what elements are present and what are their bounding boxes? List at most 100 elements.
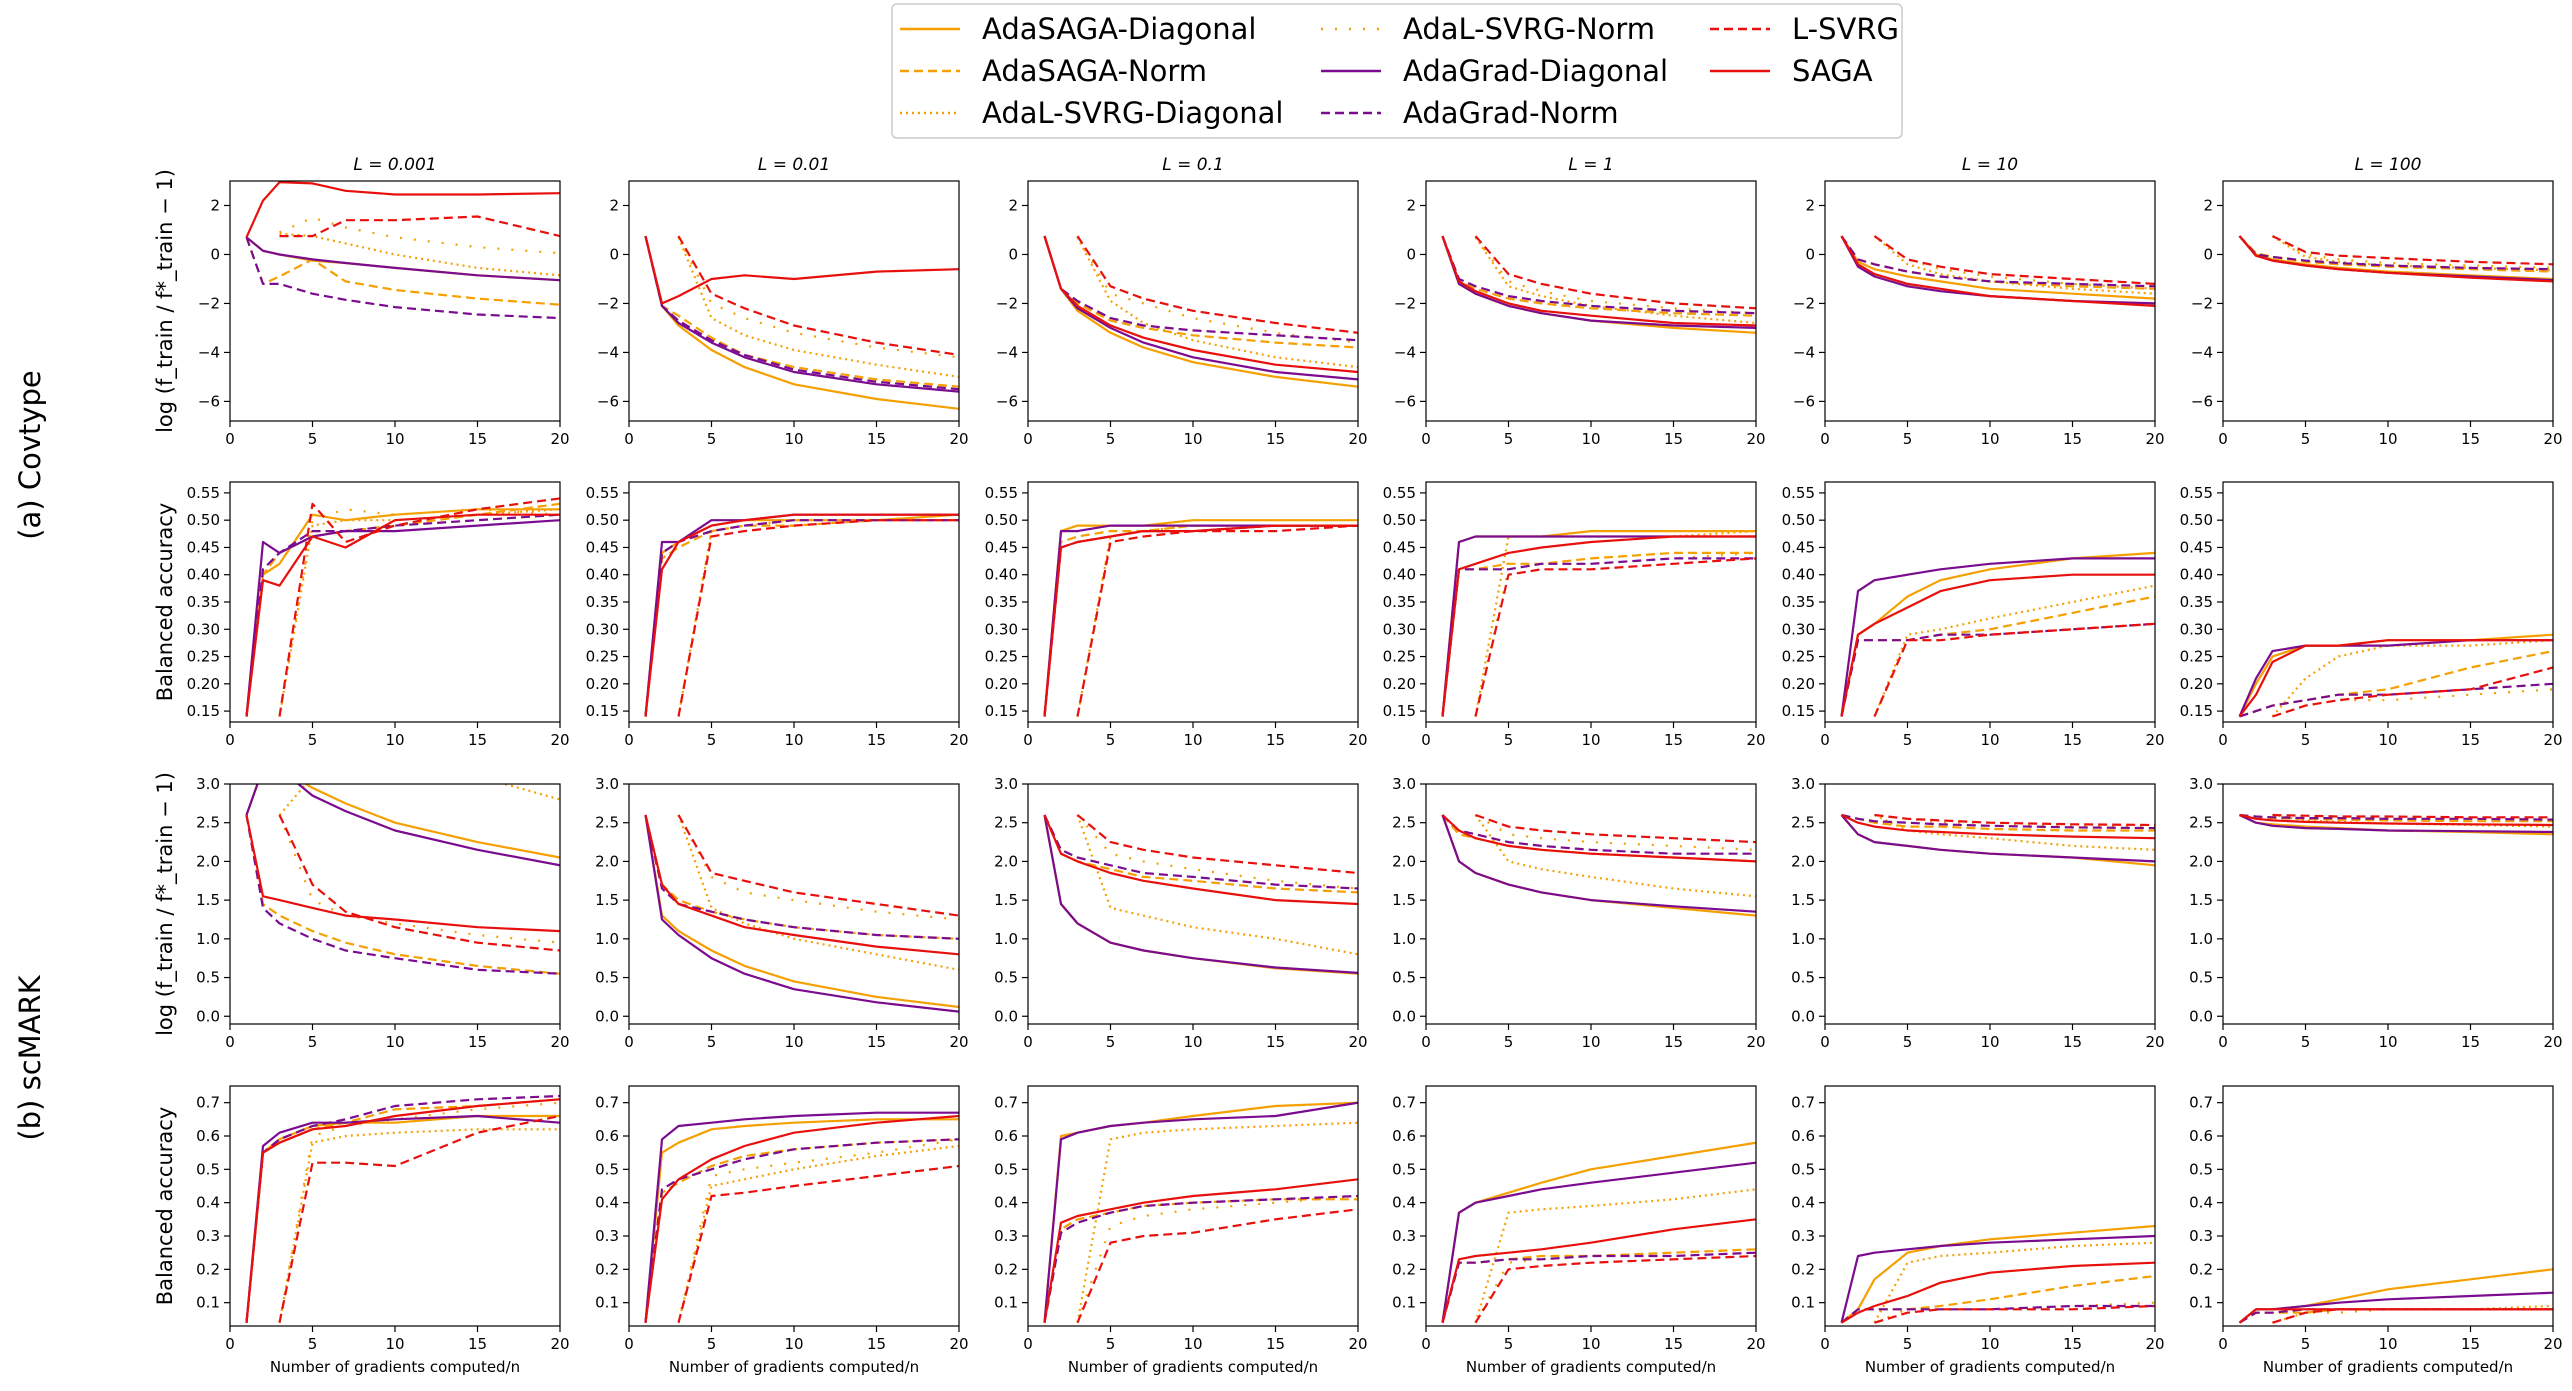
- series-line: [1874, 1301, 2155, 1324]
- subplot: 0 5 10 15 20 0.15 0.20 0.25 0.30 0.35 0.40 0.45 0.50…: [985, 481, 1368, 749]
- series-line: [245, 814, 560, 975]
- series-group: [1043, 519, 1358, 717]
- x-tick-label: 10: [1980, 1033, 1999, 1051]
- subplot: 0 5 10 15 20 0.1 0.2 0.3 0.4 0.5 0.6 0.7 Number of g…: [1791, 1085, 2165, 1376]
- series-line: [2271, 639, 2553, 718]
- y-tick-label: 1.0: [1392, 930, 1416, 948]
- series-line: [644, 1114, 959, 1323]
- legend-entry: AdaGrad-Norm: [1321, 96, 1619, 130]
- y-tick-label: −2: [1793, 294, 1815, 312]
- y-tick-label: 0.1: [994, 1294, 1018, 1312]
- x-tick-label: 5: [1106, 1033, 1116, 1051]
- y-tick-label: 0.3: [1392, 1227, 1416, 1245]
- series-line: [1840, 595, 2155, 717]
- y-tick-label: 0.5: [196, 969, 220, 987]
- series-line: [1874, 814, 2155, 851]
- series-line: [677, 519, 959, 717]
- x-tick-label: 15: [1664, 731, 1683, 749]
- x-tick-label: 15: [1266, 731, 1285, 749]
- series-line: [644, 235, 959, 391]
- series-group: [1441, 1141, 1756, 1324]
- series-group: [1441, 235, 1756, 334]
- x-tick-label: 5: [1903, 430, 1913, 448]
- subplot-title: L = 0.001: [353, 155, 436, 175]
- subplot: 0 5 10 15 20 0.15 0.20 0.25 0.30 0.35 0.40 0.45 0.50…: [1383, 481, 1766, 749]
- y-tick-label: 0.55: [586, 484, 619, 502]
- y-tick-label: 0.5: [196, 1160, 220, 1178]
- series-line: [278, 1101, 560, 1323]
- subplot: 0 5 10 15 20 0.1 0.2 0.3 0.4 0.5 0.6 0.7 Number of g…: [2189, 1085, 2563, 1376]
- x-tick-label: 10: [1183, 1335, 1202, 1353]
- series-line: [1840, 1224, 2155, 1324]
- x-axis-label: Number of gradients computed/n: [270, 1358, 520, 1376]
- y-tick-label: 0: [2203, 245, 2213, 263]
- y-tick-label: −6: [1394, 392, 1416, 410]
- series-line: [1043, 814, 1358, 890]
- series-line: [1076, 524, 1358, 717]
- y-tick-label: 0: [210, 245, 220, 263]
- y-tick-label: 0.15: [1383, 702, 1416, 720]
- x-tick-label: 0: [2218, 1335, 2228, 1353]
- series-line: [1840, 235, 2155, 307]
- series-group: [1840, 551, 2155, 717]
- series-group: [245, 1094, 560, 1323]
- subplot: 0 5 10 15 20 −6 −4 −2 0 2 L = 0.001 log (f_train / …: [153, 155, 570, 448]
- y-tick-label: 1.0: [595, 930, 619, 948]
- series-line: [245, 236, 560, 282]
- y-tick-label: 0.30: [586, 620, 619, 638]
- y-tick-label: 2.5: [196, 814, 220, 832]
- x-tick-label: 0: [225, 1335, 235, 1353]
- series-group: [1043, 235, 1358, 388]
- y-tick-label: 0.20: [187, 675, 220, 693]
- y-tick-label: 0.0: [1791, 1007, 1815, 1025]
- x-tick-label: 0: [1421, 731, 1431, 749]
- series-line: [2238, 235, 2553, 271]
- y-tick-label: 0: [1406, 245, 1416, 263]
- series-line: [1076, 814, 1358, 956]
- series-line: [2272, 1308, 2553, 1324]
- y-tick-label: 2.0: [196, 852, 220, 870]
- y-tick-label: −2: [597, 294, 619, 312]
- series-line: [245, 519, 560, 717]
- series-line: [1840, 1261, 2155, 1324]
- series-group: [1840, 235, 2155, 307]
- x-tick-label: 5: [707, 430, 717, 448]
- y-tick-label: 0.1: [595, 1294, 619, 1312]
- subplot: 0 5 10 15 20 −6 −4 −2 0 2 L = 10: [1793, 155, 2165, 448]
- series-line: [2272, 813, 2553, 819]
- y-tick-label: 0.4: [2189, 1194, 2213, 1212]
- series-line: [2239, 814, 2553, 834]
- series-line: [1840, 557, 2155, 717]
- x-tick-label: 0: [225, 1033, 235, 1051]
- series-line: [677, 236, 959, 378]
- y-tick-label: −6: [597, 392, 619, 410]
- y-tick-label: −4: [996, 343, 1018, 361]
- y-tick-label: 3.0: [196, 775, 220, 793]
- y-tick-label: 0.0: [1392, 1007, 1416, 1025]
- series-line: [279, 216, 560, 255]
- subplot-title: L = 100: [2355, 155, 2422, 175]
- x-tick-label: 20: [1746, 731, 1765, 749]
- series-line: [1474, 814, 1756, 898]
- series-line: [1474, 235, 1756, 310]
- series-line: [2239, 650, 2553, 718]
- series-line: [1840, 1234, 2155, 1323]
- axes-frame: [1425, 481, 1757, 723]
- subplot: 0 5 10 15 20 −6 −4 −2 0 2 L = 0.01: [597, 155, 969, 448]
- axes-frame: [1824, 481, 2156, 723]
- x-tick-label: 15: [1266, 1033, 1285, 1051]
- series-line: [644, 814, 959, 956]
- x-tick-label: 15: [1664, 1335, 1683, 1353]
- y-tick-label: 0.6: [196, 1127, 220, 1145]
- series-line: [245, 236, 560, 320]
- series-line: [644, 235, 959, 388]
- y-tick-label: 0.40: [1383, 566, 1416, 584]
- series-line: [245, 508, 560, 717]
- x-tick-label: 0: [225, 731, 235, 749]
- series-group: [644, 814, 959, 1013]
- y-tick-label: 0.55: [187, 484, 220, 502]
- y-tick-label: 0.3: [196, 1227, 220, 1245]
- x-tick-label: 0: [624, 430, 634, 448]
- x-tick-label: 0: [1023, 1033, 1033, 1051]
- series-line: [2238, 235, 2553, 283]
